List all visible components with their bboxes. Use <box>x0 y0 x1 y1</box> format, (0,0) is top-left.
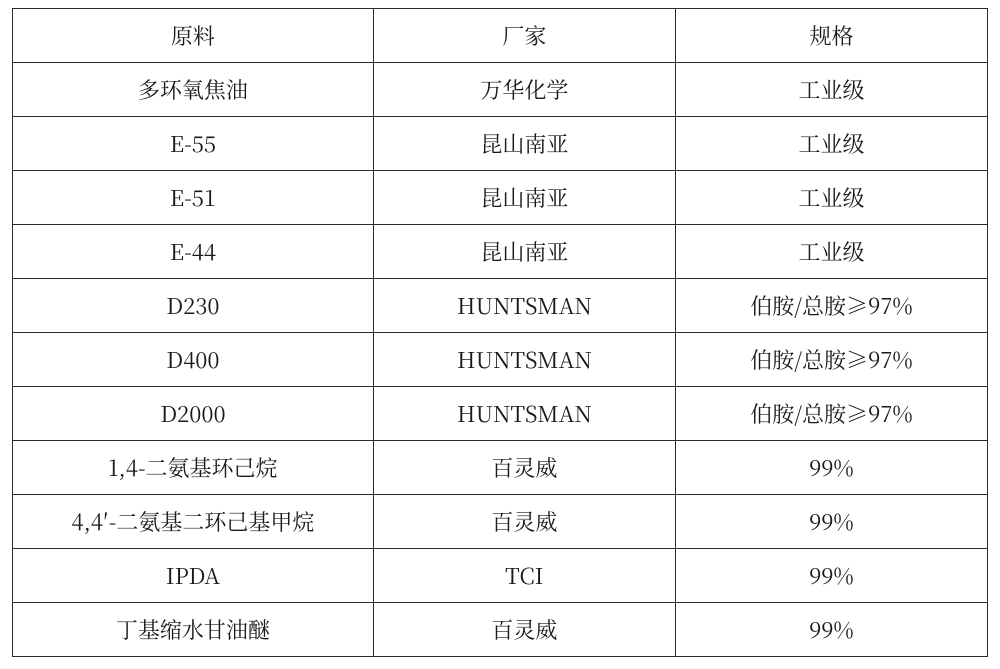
cell-manufacturer: HUNTSMAN <box>373 279 675 333</box>
table-row: E-55 昆山南亚 工业级 <box>13 117 988 171</box>
table-row: D230 HUNTSMAN 伯胺/总胺≥97% <box>13 279 988 333</box>
col-header-spec: 规格 <box>676 9 988 63</box>
cell-spec: 工业级 <box>676 225 988 279</box>
cell-manufacturer: 百灵威 <box>373 441 675 495</box>
cell-spec: 99% <box>676 441 988 495</box>
cell-material: E-55 <box>13 117 374 171</box>
cell-spec: 工业级 <box>676 63 988 117</box>
cell-spec: 99% <box>676 495 988 549</box>
table-row: 4,4′-二氨基二环己基甲烷 百灵威 99% <box>13 495 988 549</box>
cell-spec: 伯胺/总胺≥97% <box>676 333 988 387</box>
cell-manufacturer: 昆山南亚 <box>373 171 675 225</box>
cell-spec: 99% <box>676 603 988 657</box>
cell-spec: 工业级 <box>676 117 988 171</box>
cell-material: 多环氧焦油 <box>13 63 374 117</box>
cell-material: 4,4′-二氨基二环己基甲烷 <box>13 495 374 549</box>
page-container: 原料 厂家 规格 多环氧焦油 万华化学 工业级 E-55 昆山南亚 工业级 E-… <box>0 0 1000 669</box>
cell-manufacturer: 万华化学 <box>373 63 675 117</box>
cell-manufacturer: 百灵威 <box>373 603 675 657</box>
table-row: 1,4-二氨基环己烷 百灵威 99% <box>13 441 988 495</box>
cell-manufacturer: TCI <box>373 549 675 603</box>
cell-material: IPDA <box>13 549 374 603</box>
cell-material: D400 <box>13 333 374 387</box>
col-header-manufacturer: 厂家 <box>373 9 675 63</box>
table-header-row: 原料 厂家 规格 <box>13 9 988 63</box>
cell-material: D230 <box>13 279 374 333</box>
col-header-material: 原料 <box>13 9 374 63</box>
table-row: D2000 HUNTSMAN 伯胺/总胺≥97% <box>13 387 988 441</box>
cell-manufacturer: HUNTSMAN <box>373 387 675 441</box>
table-row: E-51 昆山南亚 工业级 <box>13 171 988 225</box>
cell-spec: 99% <box>676 549 988 603</box>
cell-spec: 伯胺/总胺≥97% <box>676 279 988 333</box>
table-row: 多环氧焦油 万华化学 工业级 <box>13 63 988 117</box>
table-row: IPDA TCI 99% <box>13 549 988 603</box>
cell-material: D2000 <box>13 387 374 441</box>
cell-manufacturer: 昆山南亚 <box>373 225 675 279</box>
cell-manufacturer: 昆山南亚 <box>373 117 675 171</box>
cell-material: E-44 <box>13 225 374 279</box>
table-row: E-44 昆山南亚 工业级 <box>13 225 988 279</box>
table-row: 丁基缩水甘油醚 百灵威 99% <box>13 603 988 657</box>
cell-material: 1,4-二氨基环己烷 <box>13 441 374 495</box>
cell-spec: 伯胺/总胺≥97% <box>676 387 988 441</box>
cell-material: E-51 <box>13 171 374 225</box>
table-row: D400 HUNTSMAN 伯胺/总胺≥97% <box>13 333 988 387</box>
cell-material: 丁基缩水甘油醚 <box>13 603 374 657</box>
materials-table: 原料 厂家 规格 多环氧焦油 万华化学 工业级 E-55 昆山南亚 工业级 E-… <box>12 8 988 657</box>
cell-spec: 工业级 <box>676 171 988 225</box>
cell-manufacturer: HUNTSMAN <box>373 333 675 387</box>
cell-manufacturer: 百灵威 <box>373 495 675 549</box>
